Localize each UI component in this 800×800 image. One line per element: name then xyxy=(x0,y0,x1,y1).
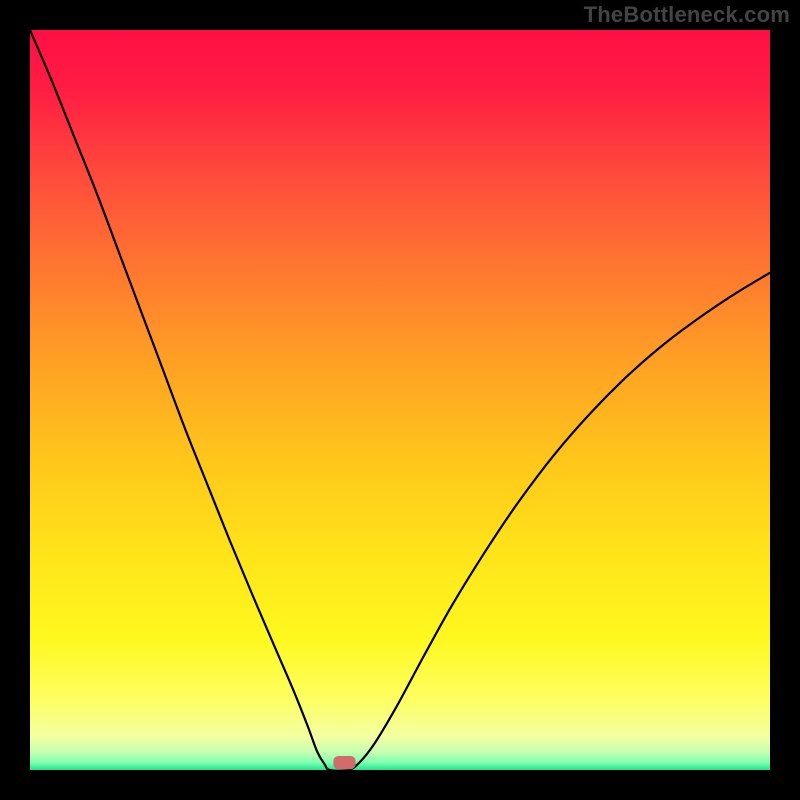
figure-root: TheBottleneck.com xyxy=(0,0,800,800)
plot-area xyxy=(30,30,770,770)
attribution-watermark: TheBottleneck.com xyxy=(584,2,790,28)
gradient-background xyxy=(30,30,770,770)
bottleneck-curve-chart xyxy=(30,30,770,770)
minimum-marker xyxy=(333,756,355,769)
